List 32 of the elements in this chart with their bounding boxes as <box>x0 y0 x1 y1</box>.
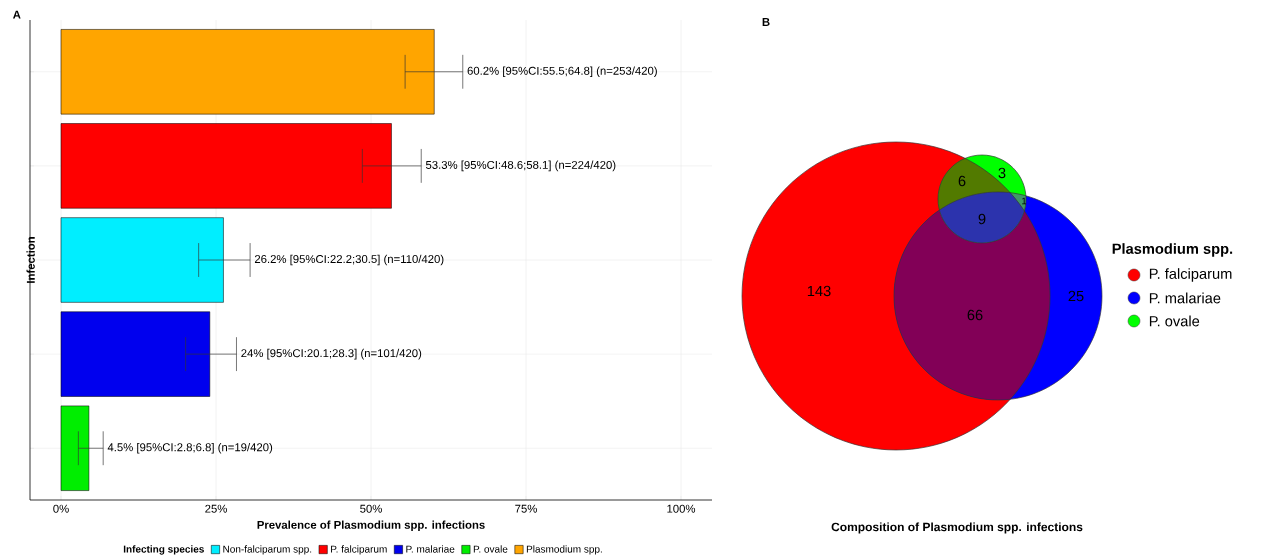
x-tick-label: 75% <box>515 504 537 513</box>
category-label: P. malariae <box>1149 292 1221 304</box>
data-label: 4.5% [95%CI:2.8;6.8] (n=19/420) <box>107 442 273 454</box>
data-label: 60.2% [95%CI:55.5;64.8] (n=253/420) <box>467 66 657 78</box>
legend-label: P. ovale <box>473 545 508 553</box>
category-label: P. falciparum <box>1149 268 1232 282</box>
text: 143 <box>807 285 831 297</box>
legend-label: P. malariae <box>406 545 455 553</box>
text: 1 <box>1022 197 1027 205</box>
x-tick-label: 50% <box>360 504 382 513</box>
legend-label: Non-falciparum spp. <box>223 545 312 555</box>
legend-title: Infecting species <box>123 545 204 555</box>
text: 6 <box>958 175 966 187</box>
text: A <box>13 10 21 19</box>
x-axis-title: Prevalence of Plasmodium spp. infections <box>257 520 485 532</box>
x-tick-label: 0% <box>53 504 69 513</box>
x-tick-label: 25% <box>205 504 227 513</box>
text: 25 <box>1068 290 1084 302</box>
data-label: 26.2% [95%CI:22.2;30.5] (n=110/420) <box>254 254 444 266</box>
text: B <box>762 18 770 26</box>
legend-label: P. falciparum <box>331 545 387 555</box>
y-axis-title: Infection <box>26 237 35 283</box>
text: Composition of Plasmodium spp. infections <box>831 522 1083 534</box>
legend-title: Plasmodium spp. <box>1112 243 1233 257</box>
data-label: 53.3% [95%CI:48.6;58.1] (n=224/420) <box>425 160 616 172</box>
text: 66 <box>967 309 983 321</box>
legend-label: Plasmodium spp. <box>526 545 602 555</box>
category-label: P. ovale <box>1149 315 1200 327</box>
data-label: 24% [95%CI:20.1;28.3] (n=101/420) <box>241 348 422 360</box>
text: 9 <box>978 213 986 225</box>
text: 3 <box>998 167 1006 179</box>
x-tick-label: 100% <box>667 504 696 513</box>
